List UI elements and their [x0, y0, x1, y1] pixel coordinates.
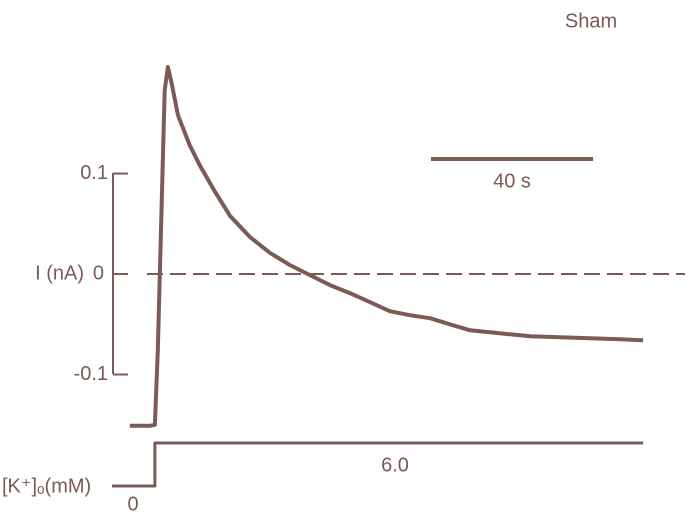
- y-tick-label: 0: [93, 262, 104, 284]
- k-axis-label: [K⁺]ₒ(mM): [2, 475, 91, 497]
- k-level-label: 6.0: [381, 454, 409, 476]
- y-tick-label: 0.1: [80, 162, 108, 184]
- y-tick-label: -0.1: [74, 363, 108, 385]
- scale-bar-label: 40 s: [493, 170, 531, 192]
- trace: [129, 65, 644, 428]
- chart-title: Sham: [565, 10, 617, 32]
- k-level-label: 0: [127, 493, 138, 515]
- trace: [112, 441, 644, 488]
- y-axis-label: I (nA): [35, 262, 84, 284]
